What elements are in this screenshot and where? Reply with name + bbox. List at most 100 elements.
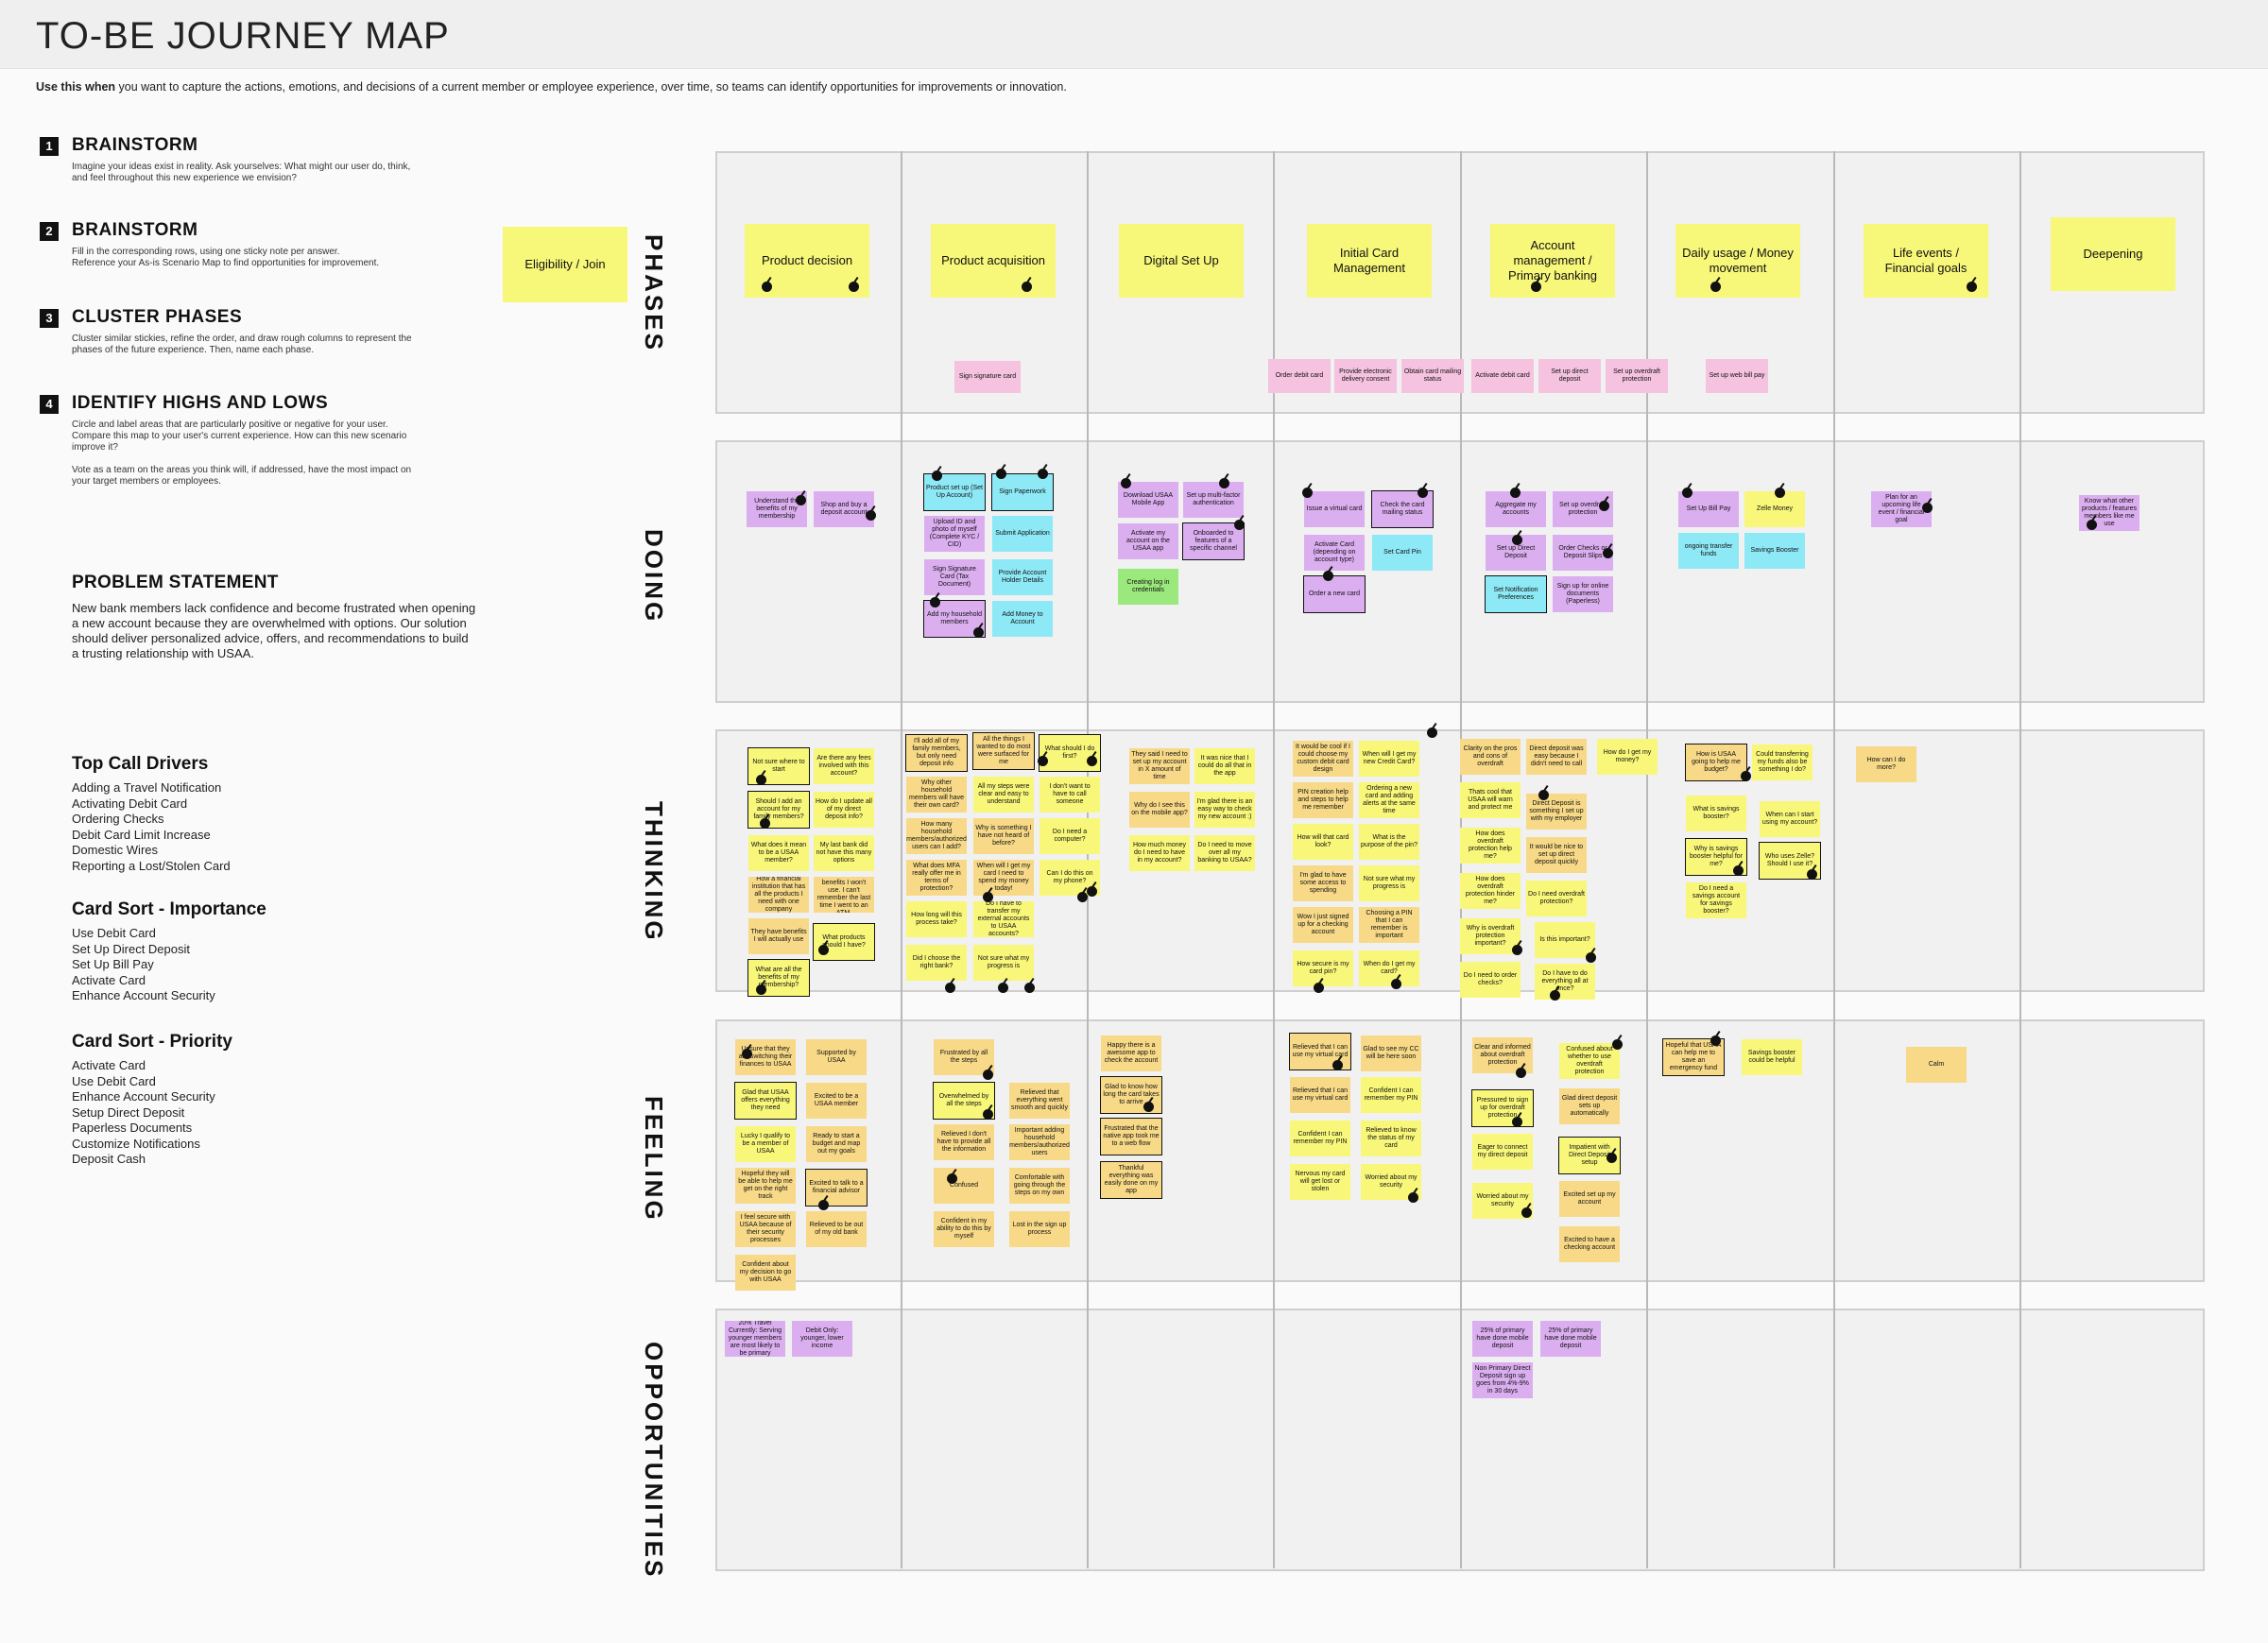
feeling-sticky[interactable]: Calm (1906, 1047, 1967, 1083)
opportunity-sticky[interactable]: Non Primary Direct Deposit sign up goes … (1472, 1362, 1533, 1398)
feeling-sticky[interactable]: Thankful everything was easily done on m… (1100, 1161, 1162, 1199)
thinking-sticky[interactable]: I'll add all of my family members, but o… (905, 734, 968, 772)
task-sticky[interactable]: Set up direct deposit (1538, 359, 1601, 393)
opportunity-sticky[interactable]: 25% of primary have done mobile deposit (1472, 1321, 1533, 1357)
doing-sticky[interactable]: Plan for an upcoming life event / financ… (1871, 491, 1932, 527)
thinking-sticky[interactable]: When will I get my new Credit Card? (1359, 741, 1419, 777)
phase-sticky[interactable]: Account management / Primary banking (1490, 224, 1615, 298)
thinking-sticky[interactable]: How do I get my money? (1597, 739, 1658, 775)
doing-sticky[interactable]: Sign Paperwork (991, 473, 1054, 511)
thinking-sticky[interactable]: How much money do I need to have in my a… (1129, 835, 1190, 871)
feeling-sticky[interactable]: Excited to be a USAA member (806, 1083, 867, 1119)
feeling-sticky[interactable]: Lucky I qualify to be a member of USAA (735, 1126, 796, 1162)
thinking-sticky[interactable]: Thats cool that USAA will warn and prote… (1460, 782, 1521, 818)
thinking-sticky[interactable]: Do I have to transfer my external accoun… (973, 901, 1034, 937)
doing-sticky[interactable]: Activate Card (depending on account type… (1304, 535, 1365, 571)
doing-sticky[interactable]: Sign Signature Card (Tax Document) (924, 559, 985, 595)
feeling-sticky[interactable]: Comfortable with going through the steps… (1009, 1168, 1070, 1204)
thinking-sticky[interactable]: My last bank did not have this many opti… (814, 835, 874, 871)
thinking-sticky[interactable]: How does overdraft protection help me? (1460, 828, 1521, 864)
thinking-sticky[interactable]: Clarity on the pros and cons of overdraf… (1460, 739, 1521, 775)
doing-sticky[interactable]: Issue a virtual card (1304, 491, 1365, 527)
feeling-sticky[interactable]: Confident I can remember my PIN (1361, 1077, 1421, 1113)
feeling-sticky[interactable]: Eager to connect my direct deposit (1472, 1134, 1533, 1170)
thinking-sticky[interactable]: Not sure what my progress is (1359, 865, 1419, 901)
thinking-sticky[interactable]: What should I do first? (1039, 734, 1101, 772)
feeling-sticky[interactable]: Ready to start a budget and map out my g… (806, 1126, 867, 1162)
thinking-sticky[interactable]: Did I choose the right bank? (906, 945, 967, 981)
thinking-sticky[interactable]: Do I need a savings account for savings … (1686, 882, 1746, 918)
doing-sticky[interactable]: Order a new card (1303, 575, 1366, 613)
thinking-sticky[interactable]: How secure is my card pin? (1293, 950, 1353, 986)
thinking-sticky[interactable]: Do I need a computer? (1040, 818, 1100, 854)
feeling-sticky[interactable]: Frustrated that the native app took me t… (1100, 1118, 1162, 1155)
phase-sticky[interactable]: Digital Set Up (1119, 224, 1244, 298)
thinking-sticky[interactable]: How a financial institution that has all… (748, 877, 809, 913)
thinking-sticky[interactable]: When do I get my card? (1359, 950, 1419, 986)
task-sticky[interactable]: Set up overdraft protection (1606, 359, 1668, 393)
thinking-sticky[interactable]: Could transferring my funds also be some… (1752, 744, 1813, 780)
feeling-sticky[interactable]: Pressured to sign up for overdraft prote… (1471, 1089, 1534, 1127)
feeling-sticky[interactable]: Happy there is a awesome app to check th… (1101, 1035, 1161, 1071)
thinking-sticky[interactable]: I'm glad there is an easy way to check m… (1194, 792, 1255, 828)
feeling-sticky[interactable]: Supported by USAA (806, 1039, 867, 1075)
thinking-sticky[interactable]: Why is overdraft protection important? (1460, 918, 1521, 954)
doing-sticky[interactable]: Know what other products / features memb… (2079, 495, 2139, 531)
doing-sticky[interactable]: Upload ID and photo of myself (Complete … (924, 516, 985, 552)
feeling-sticky[interactable]: Frustrated by all the steps (934, 1039, 994, 1075)
thinking-sticky[interactable]: All my steps were clear and easy to unde… (973, 777, 1034, 813)
task-sticky[interactable]: Set up web bill pay (1706, 359, 1768, 393)
thinking-sticky[interactable]: Not sure what my progress is (973, 945, 1034, 981)
task-sticky[interactable]: Order debit card (1268, 359, 1331, 393)
thinking-sticky[interactable]: Should I add an account for my family me… (747, 791, 810, 829)
feeling-sticky[interactable]: Excited to have a checking account (1559, 1226, 1620, 1262)
thinking-sticky[interactable]: Do I need to move over all my banking to… (1194, 835, 1255, 871)
thinking-sticky[interactable]: They have benefits I will actually use (748, 918, 809, 954)
thinking-sticky[interactable]: How do I update all of my direct deposit… (814, 792, 874, 828)
feeling-sticky[interactable]: Relieved I don't have to provide all the… (934, 1124, 994, 1160)
thinking-sticky[interactable]: How many household members/authorized us… (906, 818, 967, 854)
doing-sticky[interactable]: Zelle Money (1744, 491, 1805, 527)
thinking-sticky[interactable]: It would be nice to set up direct deposi… (1526, 837, 1587, 873)
doing-sticky[interactable]: Creating log in credentials (1118, 569, 1178, 605)
task-sticky[interactable]: Obtain card mailing status (1401, 359, 1464, 393)
thinking-sticky[interactable]: Direct Deposit is something I set up wit… (1526, 794, 1587, 830)
doing-sticky[interactable]: Provide Account Holder Details (992, 559, 1053, 595)
thinking-sticky[interactable]: How does overdraft protection hinder me? (1460, 873, 1521, 909)
phase-sticky[interactable]: Daily usage / Money movement (1675, 224, 1800, 298)
thinking-sticky[interactable]: What does it mean to be a USAA member? (748, 835, 809, 871)
doing-sticky[interactable]: Sign up for online documents (Paperless) (1553, 576, 1613, 612)
doing-sticky[interactable]: ongoing transfer funds (1678, 533, 1739, 569)
feeling-sticky[interactable]: Lost in the sign up process (1009, 1211, 1070, 1247)
thinking-sticky[interactable]: How is USAA going to help me budget? (1685, 744, 1747, 781)
feeling-sticky[interactable]: Glad that USAA offers everything they ne… (734, 1082, 797, 1120)
feeling-sticky[interactable]: Excited set up my account (1559, 1181, 1620, 1217)
doing-sticky[interactable]: Submit Application (992, 516, 1053, 552)
thinking-sticky[interactable]: What is the purpose of the pin? (1359, 824, 1419, 860)
thinking-sticky[interactable]: What is savings booster? (1686, 796, 1746, 831)
thinking-sticky[interactable]: When can I start using my account? (1760, 801, 1820, 837)
feeling-sticky[interactable]: Hopeful they will be able to help me get… (735, 1168, 796, 1204)
thinking-sticky[interactable]: Wow I just signed up for a checking acco… (1293, 907, 1353, 943)
phase-sticky[interactable]: Product acquisition (931, 224, 1056, 298)
thinking-sticky[interactable]: Why do I see this on the mobile app? (1129, 792, 1190, 828)
feeling-sticky[interactable]: Relieved that everything went smooth and… (1009, 1083, 1070, 1119)
doing-sticky[interactable]: Set Notification Preferences (1485, 575, 1547, 613)
thinking-sticky[interactable]: Direct deposit was easy because I didn't… (1526, 739, 1587, 775)
feeling-sticky[interactable]: Confident in my ability to do this by my… (934, 1211, 994, 1247)
feeling-sticky[interactable]: Glad to know how long the card takes to … (1100, 1076, 1162, 1114)
thinking-sticky[interactable]: I don't want to have to call someone (1040, 777, 1100, 813)
task-sticky[interactable]: Provide electronic delivery consent (1334, 359, 1397, 393)
thinking-sticky[interactable]: How long will this process take? (906, 901, 967, 937)
doing-sticky[interactable]: Onboarded to features of a specific chan… (1182, 522, 1245, 560)
thinking-sticky[interactable]: All the things I wanted to do most were … (972, 732, 1035, 770)
thinking-sticky[interactable]: Why is something I have not heard of bef… (973, 818, 1034, 854)
feeling-sticky[interactable]: Savings booster could be helpful (1742, 1039, 1802, 1075)
feeling-sticky[interactable]: Impatient with Direct Deposit setup (1558, 1137, 1621, 1174)
thinking-sticky[interactable]: How can I do more? (1856, 746, 1916, 782)
feeling-sticky[interactable]: Glad direct deposit sets up automaticall… (1559, 1088, 1620, 1124)
thinking-sticky[interactable]: Do I need to order checks? (1460, 962, 1521, 998)
thinking-sticky[interactable]: Do I need overdraft protection? (1526, 881, 1587, 916)
doing-sticky[interactable]: Add Money to Account (992, 601, 1053, 637)
doing-sticky[interactable]: Set up multi-factor authentication (1183, 482, 1244, 518)
